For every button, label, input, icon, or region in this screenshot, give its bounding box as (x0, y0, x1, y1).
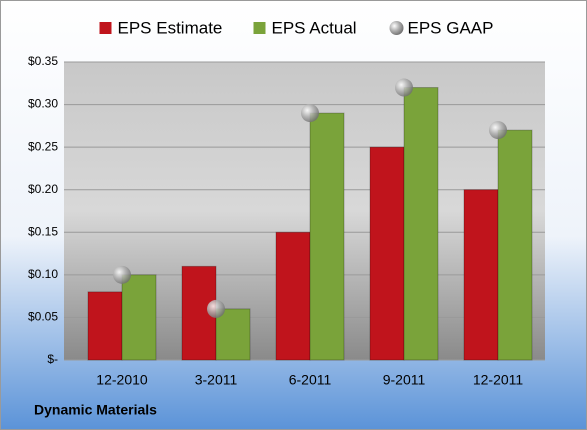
chart-title: Dynamic Materials (34, 402, 157, 418)
bar (403, 87, 439, 361)
y-tick-label: $0.35 (28, 54, 58, 68)
y-tick-label: $0.20 (28, 182, 58, 196)
y-tick-label: $0.05 (28, 310, 58, 324)
legend-marker (389, 21, 404, 35)
x-tick-label: 6-2011 (289, 372, 332, 388)
x-tick-label: 12-2010 (96, 372, 148, 388)
legend-marker (253, 22, 266, 34)
bar (369, 146, 405, 361)
legend-marker (99, 22, 112, 34)
marker (395, 78, 413, 97)
y-tick-label: $0.15 (28, 224, 58, 238)
bar (87, 291, 123, 361)
y-tick-label: $0.10 (28, 267, 58, 281)
y-tick-label: $0.25 (28, 139, 58, 153)
marker (489, 121, 507, 140)
legend-label: EPS Estimate (118, 18, 223, 37)
bar (463, 189, 499, 361)
x-tick-label: 12-2011 (473, 372, 524, 388)
legend-label: EPS Actual (272, 18, 357, 37)
x-tick-label: 3-2011 (195, 372, 238, 388)
x-tick-label: 9-2011 (383, 372, 426, 388)
legend-label: EPS GAAP (408, 18, 494, 37)
marker (207, 299, 225, 318)
bar (497, 129, 533, 361)
y-tick-label: $0.30 (28, 97, 58, 111)
y-tick-label: $- (47, 352, 58, 366)
bar (121, 274, 157, 361)
bar (215, 308, 251, 361)
marker (113, 265, 131, 284)
bar (275, 231, 311, 361)
bar (309, 112, 345, 361)
marker (301, 104, 319, 123)
